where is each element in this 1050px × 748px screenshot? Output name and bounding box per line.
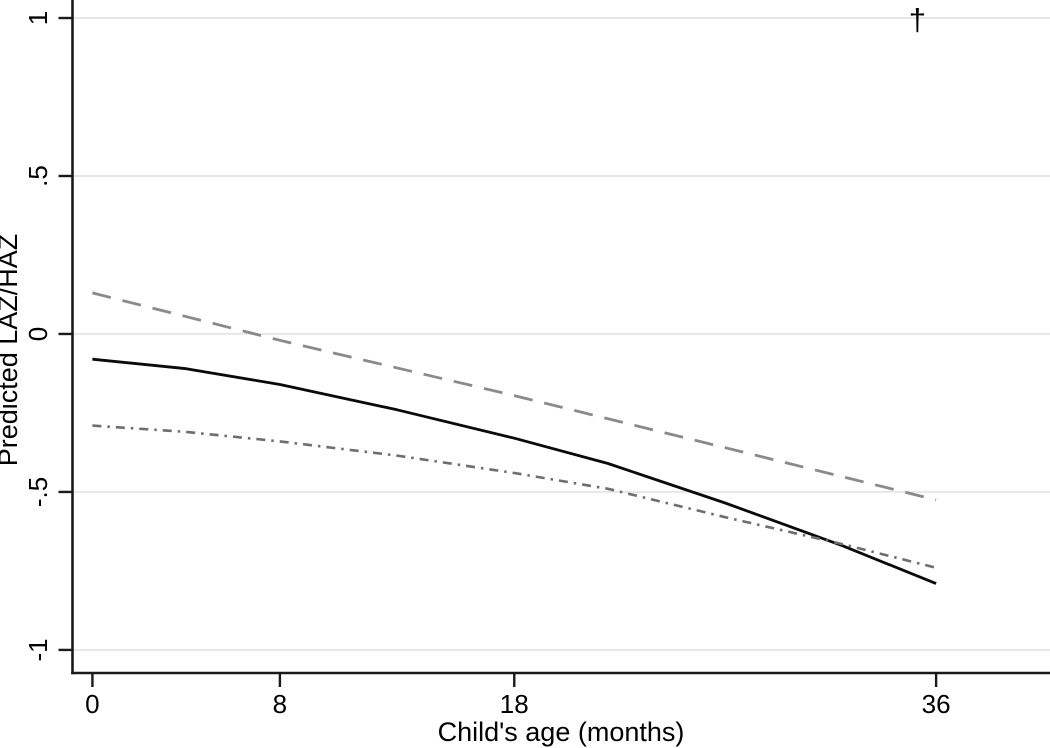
x-tick-label: 18 bbox=[500, 689, 529, 719]
y-tick-label: 1 bbox=[23, 11, 53, 25]
y-tick-label: -.5 bbox=[23, 477, 53, 507]
axis-ticks bbox=[58, 16, 938, 687]
dagger-annotation: † bbox=[909, 2, 926, 37]
y-tick-label: 0 bbox=[23, 327, 53, 341]
x-tick-label: 0 bbox=[85, 689, 99, 719]
chart-series bbox=[92, 291, 937, 585]
axes bbox=[71, 0, 1050, 675]
y-tick-label: -1 bbox=[23, 638, 53, 661]
gridlines bbox=[72, 17, 1050, 651]
x-tick-label: 36 bbox=[922, 689, 951, 719]
x-tick-label: 8 bbox=[273, 689, 287, 719]
series-line-upper-dashed bbox=[92, 291, 937, 502]
series-line-lower-dash-dot bbox=[92, 424, 937, 570]
x-axis-title: Child's age (months) bbox=[438, 717, 685, 747]
y-tick-labels: 1 .5 0 -.5 -1 bbox=[23, 11, 53, 662]
series-line-middle-solid bbox=[92, 357, 937, 585]
y-axis-title: Predicted LAZ/HAZ bbox=[0, 234, 23, 467]
x-tick-labels: 0 8 18 36 bbox=[85, 689, 950, 719]
y-tick-label: .5 bbox=[23, 165, 53, 187]
